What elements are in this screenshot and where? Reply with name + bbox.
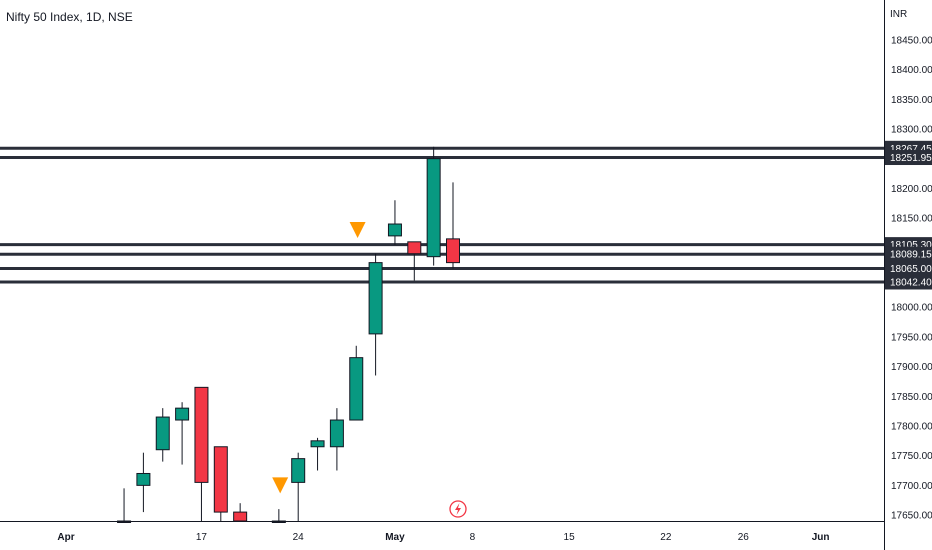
y-tick-label: 18000.00 — [891, 303, 932, 314]
candle-body — [310, 440, 325, 448]
y-tick-label: 18200.00 — [891, 184, 932, 195]
signal-triangle-icon — [349, 221, 366, 238]
x-tick-label: May — [385, 532, 405, 543]
y-tick-label: 17800.00 — [891, 421, 932, 432]
price-level-badge — [885, 274, 932, 290]
candle-body — [446, 238, 460, 264]
y-tick-label: 18300.00 — [891, 124, 932, 135]
lightning-icon[interactable] — [449, 500, 467, 518]
candle[interactable] — [426, 146, 441, 266]
candle-body — [175, 407, 190, 421]
candle[interactable] — [349, 345, 364, 421]
y-tick-label: 17750.00 — [891, 451, 932, 462]
candle[interactable] — [329, 408, 344, 471]
y-tick-label: 18350.00 — [891, 95, 932, 106]
x-tick-label: 8 — [470, 532, 476, 543]
x-tick-label: 22 — [660, 532, 672, 543]
price-level-badge — [885, 261, 932, 277]
candle-body — [194, 386, 209, 483]
signal-triangle-icon — [272, 477, 289, 494]
y-tick-label: 17900.00 — [891, 362, 932, 373]
candle[interactable] — [387, 200, 402, 245]
x-tick-label: Apr — [57, 532, 74, 543]
price-level-label: 18267.45 — [890, 144, 932, 155]
x-tick-label: 17 — [196, 532, 208, 543]
candle[interactable] — [446, 182, 460, 269]
candle-body — [387, 223, 402, 237]
candle[interactable] — [233, 503, 248, 522]
y-tick-label: 17850.00 — [891, 392, 932, 403]
currency-label: INR — [890, 9, 907, 20]
candle[interactable] — [407, 241, 422, 281]
y-tick-label: 17950.00 — [891, 332, 932, 343]
candle-body — [349, 357, 364, 421]
y-tick-label: 17700.00 — [891, 481, 932, 492]
x-tick-label: 15 — [564, 532, 576, 543]
candle-body — [407, 241, 422, 255]
y-tick-label: 18150.00 — [891, 214, 932, 225]
y-tick-label: 17650.00 — [891, 511, 932, 522]
price-level-label: 18251.95 — [890, 153, 932, 164]
x-tick-label: 26 — [738, 532, 750, 543]
price-level-badge — [885, 150, 932, 166]
x-tick-label: 24 — [293, 532, 305, 543]
candle[interactable] — [175, 402, 190, 465]
y-tick-label: 18400.00 — [891, 65, 932, 76]
candle-body — [155, 416, 170, 451]
candle[interactable] — [194, 386, 209, 521]
x-tick-label: Jun — [812, 532, 830, 543]
candle[interactable] — [310, 437, 325, 471]
chart-title: Nifty 50 Index, 1D, NSE — [6, 10, 133, 24]
price-level-badge — [885, 246, 932, 262]
candle[interactable] — [117, 488, 132, 523]
candle[interactable] — [291, 452, 306, 521]
price-level-label: 18089.15 — [890, 250, 932, 261]
price-level-label: 18105.30 — [890, 240, 932, 251]
y-tick-label: 18450.00 — [891, 35, 932, 46]
candle[interactable] — [368, 253, 383, 376]
candle[interactable] — [271, 509, 286, 523]
candle-body — [426, 158, 441, 258]
candle-body — [233, 511, 248, 522]
candle-body — [368, 262, 383, 335]
price-level-label: 18042.40 — [890, 277, 932, 288]
candle-body — [291, 458, 306, 483]
candle-body — [136, 472, 151, 486]
candle[interactable] — [136, 452, 151, 513]
candle-body — [213, 446, 228, 513]
price-level-label: 18065.00 — [890, 264, 932, 275]
candle-body — [329, 419, 344, 448]
candle[interactable] — [213, 446, 228, 521]
candle[interactable] — [155, 408, 170, 462]
